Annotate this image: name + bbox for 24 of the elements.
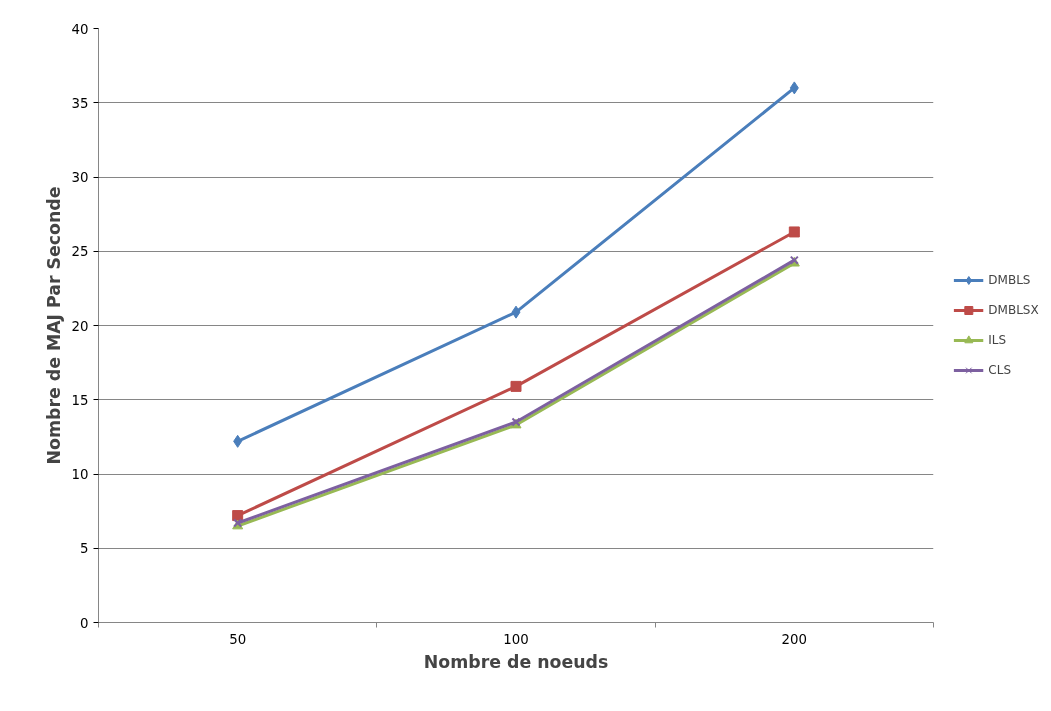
y-tick-label: 25 (71, 244, 89, 260)
point (789, 81, 799, 95)
x-tick-label: 200 (781, 631, 808, 647)
y-tick-label: 40 (71, 21, 89, 37)
point (510, 380, 522, 392)
y-tick-label: 15 (71, 392, 89, 408)
y-tick-label: 20 (71, 318, 89, 334)
legend-label: DMBLSX (988, 303, 1039, 317)
point (511, 305, 521, 319)
y-axis-title: Nombre de MAJ Par Seconde (43, 186, 64, 465)
y-tick-label: 30 (71, 170, 89, 185)
y-tick-label: 5 (80, 541, 89, 557)
x-tick-label: 100 (503, 631, 529, 647)
legend-label: ILS (988, 333, 1008, 347)
y-tick-label: 35 (71, 95, 89, 111)
y-tick-label: 0 (80, 615, 89, 631)
point (232, 510, 244, 522)
legend-label: DMBLS (988, 273, 1031, 287)
x-tick-label: 50 (229, 631, 247, 647)
y-tick-label: 10 (71, 467, 89, 482)
x-axis-title: Nombre de noeuds (423, 651, 609, 672)
point (233, 434, 243, 448)
legend-label: CLS (988, 363, 1012, 377)
point (788, 226, 800, 238)
